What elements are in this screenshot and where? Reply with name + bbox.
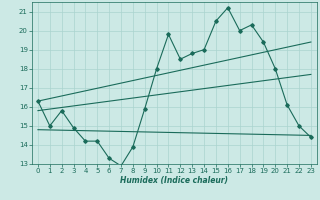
X-axis label: Humidex (Indice chaleur): Humidex (Indice chaleur) xyxy=(120,176,228,185)
